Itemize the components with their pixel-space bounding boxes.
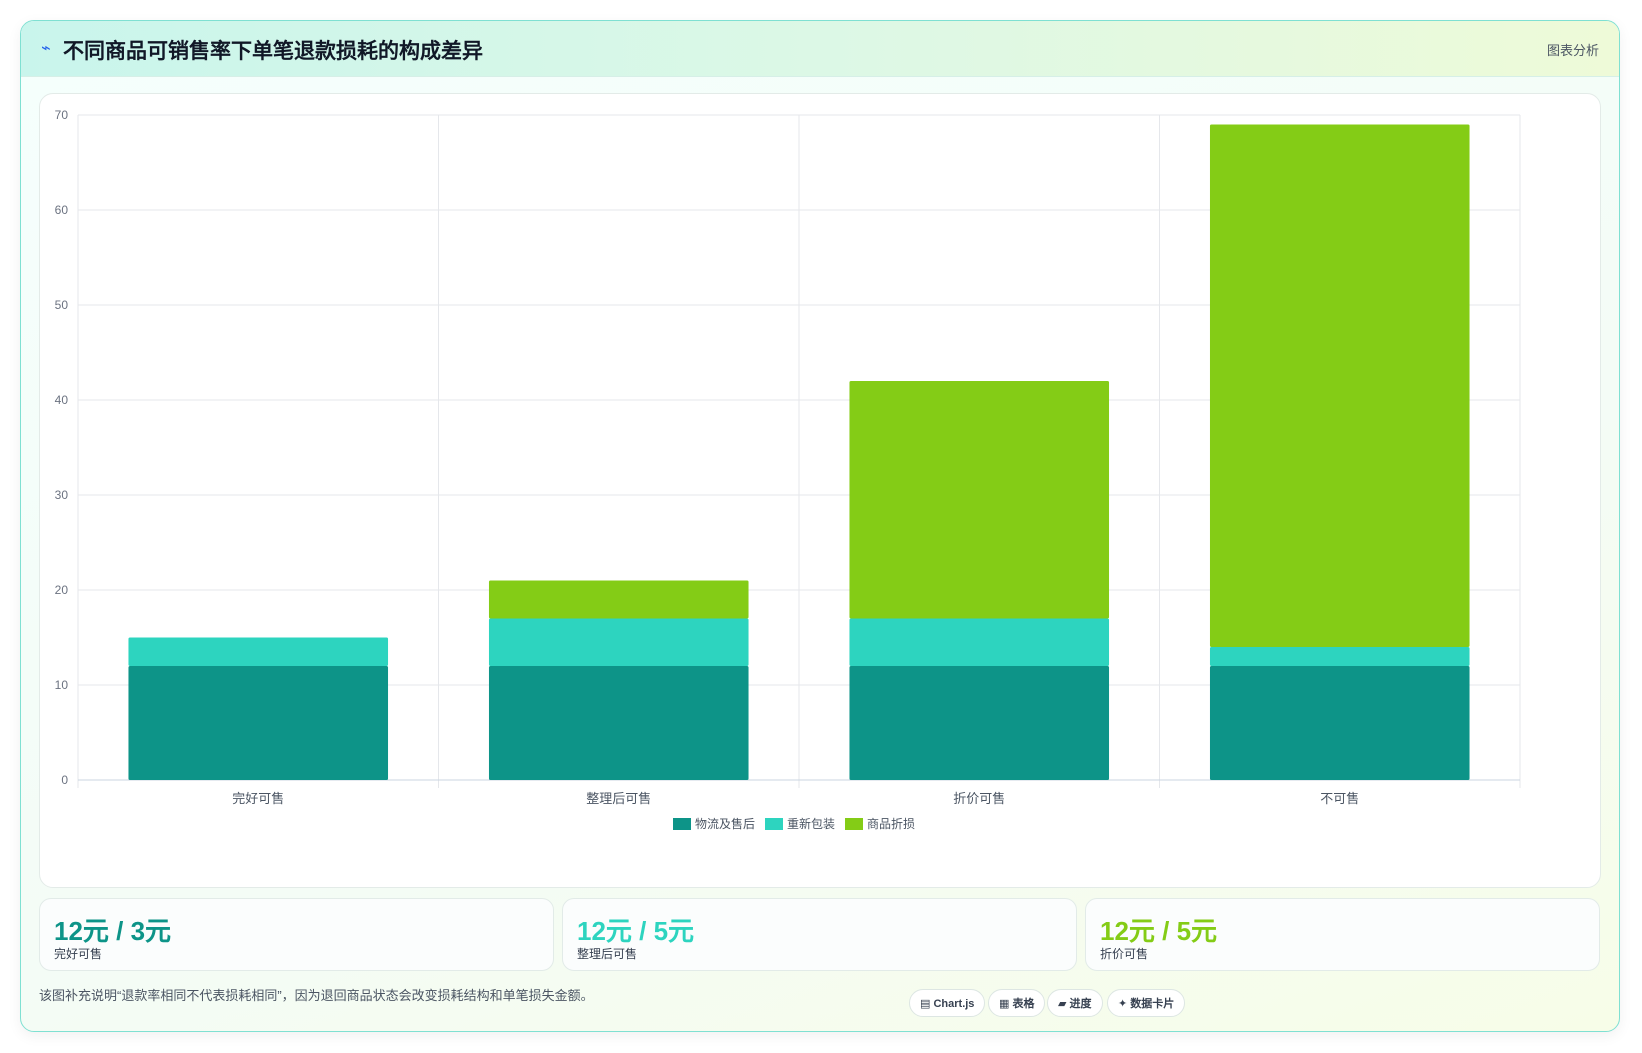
y-tick-label: 30	[55, 488, 69, 502]
pulse-icon: ⌁	[41, 40, 51, 57]
chip-table[interactable]: ▦ 表格	[988, 989, 1046, 1017]
bar-segment	[849, 381, 1110, 619]
y-tick-label: 50	[55, 298, 69, 312]
bar-segment	[128, 637, 389, 666]
page-title: 不同商品可销售率下单笔退款损耗的构成差异	[63, 40, 483, 63]
x-tick-label: 折价可售	[953, 791, 1005, 806]
chip-data-card[interactable]: ✦ 数据卡片	[1107, 989, 1186, 1017]
legend-swatch	[765, 818, 783, 830]
y-tick-label: 60	[55, 203, 69, 217]
footer-note: 该图补充说明“退款率相同不代表损耗相同”，因为退回商品状态会改变损耗结构和单笔损…	[39, 988, 594, 1003]
header-tag[interactable]: 图表分析	[1546, 43, 1599, 58]
stat-card-2: 12元 / 5元 折价可售	[1085, 898, 1600, 971]
bar-segment	[128, 666, 389, 780]
y-tick-label: 40	[55, 393, 69, 407]
stat-value: 12元 / 5元	[1100, 916, 1218, 946]
panel-header: ⌁ 不同商品可销售率下单笔退款损耗的构成差异 图表分析	[21, 21, 1619, 77]
chart-icon: ▤	[920, 998, 931, 1010]
chart-card: 0 10 20 30 40 50 60 70 完好可售 整理后可售 折价可售 不可售物流及售后 重新包装…	[39, 93, 1601, 888]
legend-label: 物流及售后	[695, 816, 755, 831]
y-tick-label: 20	[55, 583, 69, 597]
stat-card-0: 12元 / 3元 完好可售	[39, 898, 554, 971]
y-tick-label: 10	[55, 678, 69, 692]
stat-cards: 12元 / 3元 完好可售 12元 / 5元 整理后可售 12元 / 5元 折价…	[39, 898, 1601, 971]
bar-segment	[488, 666, 749, 780]
x-tick-label: 整理后可售	[586, 791, 651, 806]
stat-card-1: 12元 / 5元 整理后可售	[562, 898, 1077, 971]
table-icon: ▦	[999, 998, 1010, 1010]
progress-icon: ▰	[1058, 998, 1067, 1010]
bar-segment	[849, 666, 1110, 780]
chip-label: 表格	[1012, 998, 1035, 1010]
bar-segment	[849, 618, 1110, 666]
stat-label: 整理后可售	[577, 947, 638, 961]
legend-label: 重新包装	[787, 816, 835, 831]
x-tick-label: 不可售	[1320, 791, 1359, 806]
dashboard-panel: ⌁ 不同商品可销售率下单笔退款损耗的构成差异 图表分析 0 10 20 30 40 50 6…	[20, 20, 1620, 1032]
bar-segment	[488, 618, 749, 666]
chip-label: Chart.js	[933, 998, 975, 1010]
sparkle-icon: ✦	[1118, 998, 1128, 1010]
stat-label: 完好可售	[54, 947, 103, 961]
x-tick-label: 完好可售	[232, 791, 284, 806]
bar-segment	[1209, 666, 1470, 780]
legend-swatch	[673, 818, 691, 830]
bar-segment	[1209, 647, 1470, 666]
chip-progress[interactable]: ▰ 进度	[1047, 989, 1103, 1017]
chip-label: 数据卡片	[1130, 998, 1175, 1010]
legend-swatch	[845, 818, 863, 830]
bar-segment	[1209, 124, 1470, 647]
stat-value: 12元 / 3元	[54, 916, 172, 946]
stat-value: 12元 / 5元	[577, 916, 695, 946]
y-tick-label: 0	[61, 773, 68, 787]
legend-label: 商品折损	[867, 816, 915, 831]
chip-label: 进度	[1069, 998, 1092, 1010]
chip-chartjs[interactable]: ▤ Chart.js	[909, 989, 986, 1017]
stat-label: 折价可售	[1100, 947, 1149, 961]
y-tick-label: 70	[55, 108, 69, 122]
bar-segment	[488, 580, 749, 619]
